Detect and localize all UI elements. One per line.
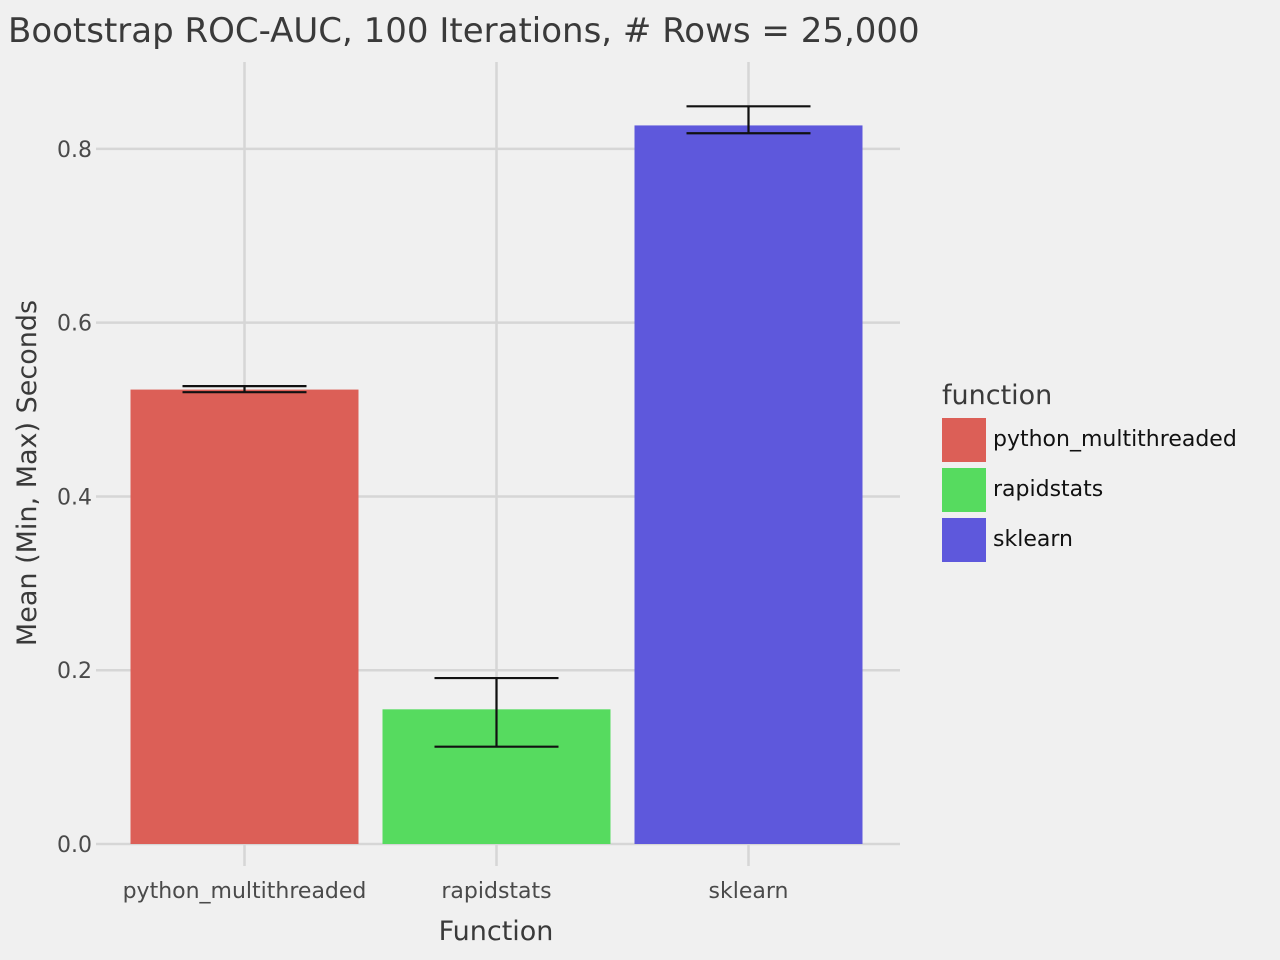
x-axis-ticks: python_multithreaded rapidstats sklearn	[123, 879, 789, 904]
y-tick-label: 0.2	[57, 659, 92, 684]
legend-swatch	[942, 418, 986, 462]
y-tick-label: 0.4	[57, 485, 92, 510]
x-axis-label: Function	[439, 916, 554, 947]
x-tick-label: python_multithreaded	[123, 879, 367, 904]
y-tick-label: 0.0	[57, 833, 92, 858]
y-tick-label: 0.8	[57, 138, 92, 163]
legend-label: sklearn	[993, 527, 1073, 552]
bars	[130, 125, 863, 844]
error-bars	[182, 105, 811, 748]
legend-swatch	[942, 518, 986, 562]
bar-sklearn	[634, 125, 863, 844]
chart-title: Bootstrap ROC-AUC, 100 Iterations, # Row…	[8, 11, 920, 51]
legend-label: python_multithreaded	[993, 427, 1237, 452]
y-tick-label: 0.6	[57, 312, 92, 337]
legend-swatch	[942, 468, 986, 512]
legend: function python_multithreaded rapidstats s…	[942, 380, 1237, 562]
x-tick-label: sklearn	[709, 879, 789, 904]
legend-title: function	[942, 380, 1052, 411]
y-axis-ticks: 0.0 0.2 0.4 0.6 0.8	[57, 138, 92, 858]
x-tick-label: rapidstats	[441, 879, 551, 904]
y-axis-label: Mean (Min, Max) Seconds	[12, 300, 43, 646]
legend-label: rapidstats	[993, 477, 1103, 502]
bar-python_multithreaded	[130, 389, 359, 844]
